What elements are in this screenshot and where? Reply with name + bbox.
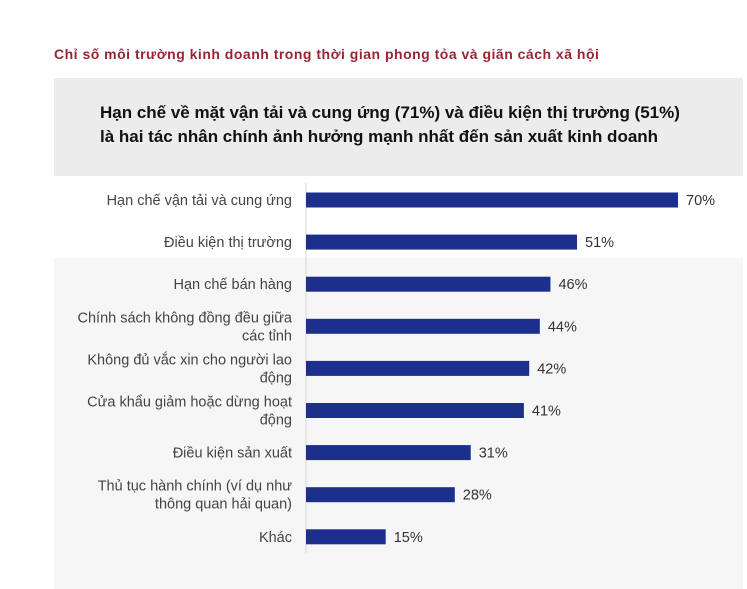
bar-value-label: 42%: [537, 361, 566, 377]
bar: [306, 360, 530, 376]
bar: [306, 445, 471, 461]
category-label: Không đủ vắc xin cho người lao: [87, 351, 292, 368]
category-label: các tỉnh: [242, 328, 292, 344]
category-label: Cửa khẩu giảm hoặc dừng hoạt: [87, 395, 292, 411]
section-title: Chỉ số môi trường kinh doanh trong thời …: [54, 46, 600, 62]
category-label: Hạn chế vận tải và cung ứng: [107, 193, 292, 209]
category-label: Hạn chế bán hàng: [173, 277, 292, 293]
category-label: Điều kiện sản xuất: [173, 446, 292, 462]
headline-line-1: Hạn chế về mặt vận tải và cung ứng (71%)…: [100, 103, 680, 122]
category-label: thông quan hải quan): [155, 497, 292, 513]
bar-value-label: 44%: [548, 319, 577, 335]
bar: [306, 276, 551, 292]
bar-value-label: 41%: [532, 404, 561, 420]
bar: [306, 192, 678, 208]
category-label: Thủ tục hành chính (ví dụ như: [98, 479, 293, 495]
headline-banner: Hạn chế về mặt vận tải và cung ứng (71%)…: [54, 78, 743, 176]
bar: [306, 487, 455, 503]
bar: [306, 234, 578, 250]
category-label: Chính sách không đồng đều giữa: [78, 310, 293, 326]
bar-value-label: 70%: [686, 193, 715, 209]
bar-value-label: 28%: [463, 488, 492, 504]
category-label: Khác: [259, 530, 292, 546]
bar: [306, 403, 524, 418]
category-label: động: [260, 370, 292, 386]
bar-value-label: 31%: [479, 446, 508, 462]
bar: [306, 529, 386, 545]
bar-value-label: 46%: [558, 277, 587, 293]
bar: [306, 318, 540, 334]
category-label: Điều kiện thị trường: [164, 235, 292, 251]
bar-value-label: 15%: [394, 530, 423, 546]
bar-value-label: 51%: [585, 235, 614, 251]
category-label: động: [260, 413, 292, 429]
headline-line-2: là hai tác nhân chính ảnh hưởng mạnh nhấ…: [100, 127, 659, 146]
chart-background-panel: [54, 258, 743, 589]
